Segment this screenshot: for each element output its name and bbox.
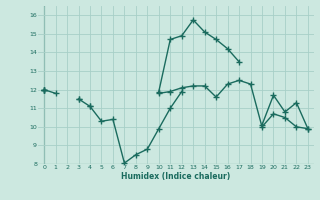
X-axis label: Humidex (Indice chaleur): Humidex (Indice chaleur) [121,172,231,181]
